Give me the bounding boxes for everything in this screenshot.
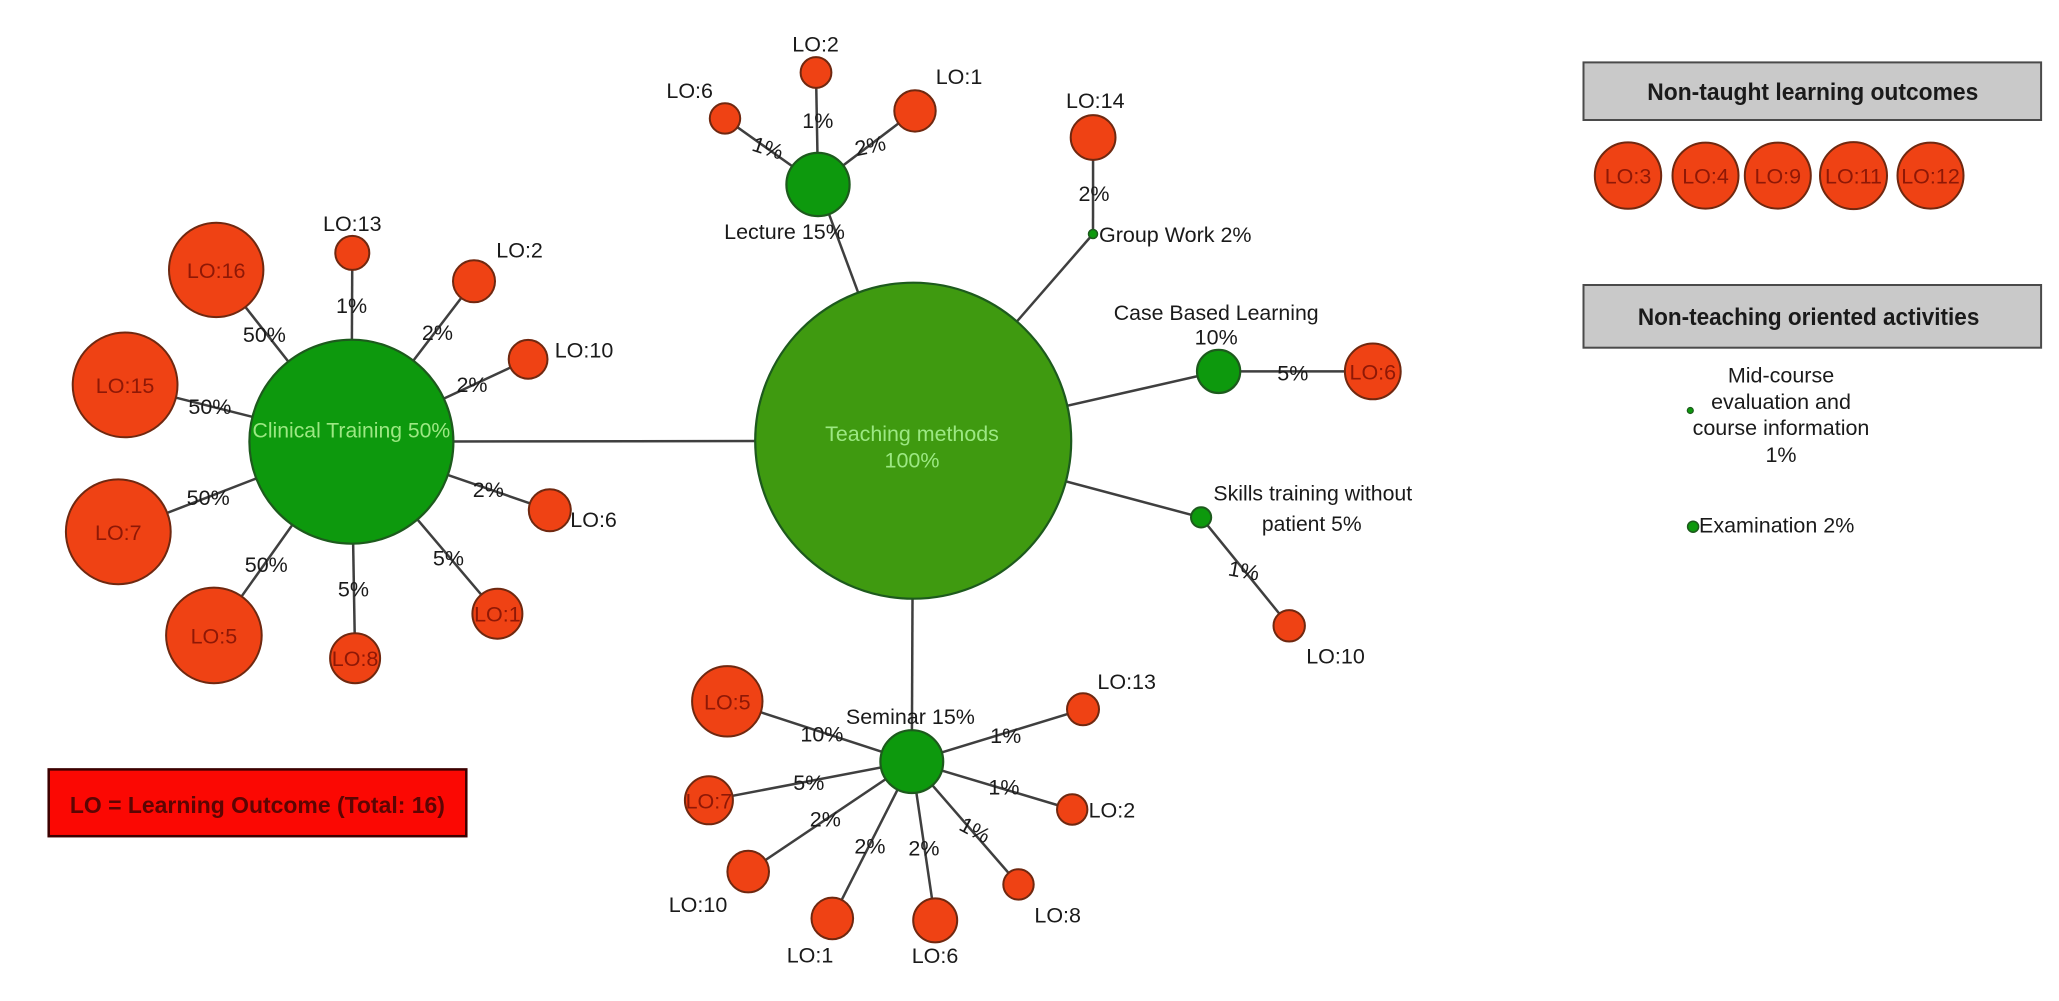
svg-text:Non-teaching oriented activiti: Non-teaching oriented activities <box>1638 304 1980 331</box>
svg-text:50%: 50% <box>187 486 230 510</box>
svg-text:5%: 5% <box>793 771 824 795</box>
svg-text:LO:13: LO:13 <box>323 212 382 236</box>
svg-text:50%: 50% <box>245 553 288 577</box>
svg-text:1%: 1% <box>336 294 367 318</box>
svg-text:1%: 1% <box>990 724 1021 748</box>
svg-text:Case Based Learning: Case Based Learning <box>1114 301 1319 325</box>
svg-text:1%: 1% <box>1226 557 1261 586</box>
svg-text:course information: course information <box>1693 416 1870 440</box>
svg-text:LO:15: LO:15 <box>96 374 155 398</box>
svg-text:Teaching methods: Teaching methods <box>825 422 999 446</box>
svg-text:2%: 2% <box>1078 182 1109 206</box>
svg-text:LO:2: LO:2 <box>496 239 543 263</box>
svg-text:LO:13: LO:13 <box>1097 670 1156 694</box>
svg-text:LO:14: LO:14 <box>1066 89 1125 113</box>
svg-text:Mid-course: Mid-course <box>1728 364 1834 388</box>
svg-text:LO:1: LO:1 <box>936 65 983 89</box>
svg-text:2%: 2% <box>908 837 939 861</box>
svg-text:LO:10: LO:10 <box>555 339 614 363</box>
svg-text:LO:7: LO:7 <box>686 789 733 813</box>
svg-text:LO:6: LO:6 <box>912 944 959 968</box>
svg-text:2%: 2% <box>810 808 841 832</box>
svg-text:LO:9: LO:9 <box>1754 165 1801 189</box>
svg-text:patient 5%: patient 5% <box>1262 512 1362 536</box>
svg-text:50%: 50% <box>188 395 231 419</box>
svg-text:evaluation and: evaluation and <box>1711 390 1851 414</box>
svg-text:LO:16: LO:16 <box>187 259 246 283</box>
svg-text:1%: 1% <box>802 109 833 133</box>
svg-text:LO:7: LO:7 <box>95 521 142 545</box>
svg-text:LO:6: LO:6 <box>666 79 713 103</box>
svg-text:100%: 100% <box>885 448 940 472</box>
svg-text:2%: 2% <box>854 835 885 859</box>
svg-text:Skills training without: Skills training without <box>1213 481 1412 505</box>
svg-text:1%: 1% <box>1765 443 1796 467</box>
svg-text:LO:8: LO:8 <box>332 647 379 671</box>
svg-text:LO:5: LO:5 <box>704 690 751 714</box>
svg-text:LO:6: LO:6 <box>1349 360 1396 384</box>
svg-text:Non-taught learning outcomes: Non-taught learning outcomes <box>1647 79 1978 106</box>
svg-text:LO:12: LO:12 <box>1901 165 1960 189</box>
svg-text:Examination 2%: Examination 2% <box>1699 514 1854 538</box>
svg-text:10%: 10% <box>800 722 843 746</box>
svg-text:LO:1: LO:1 <box>787 944 834 968</box>
svg-text:Group Work 2%: Group Work 2% <box>1099 223 1252 247</box>
svg-text:LO:2: LO:2 <box>792 33 839 57</box>
svg-text:50%: 50% <box>243 323 286 347</box>
svg-text:LO:1: LO:1 <box>474 603 521 627</box>
svg-text:LO:11: LO:11 <box>1825 165 1882 189</box>
svg-text:LO:10: LO:10 <box>1306 645 1365 669</box>
svg-text:2%: 2% <box>473 478 504 502</box>
svg-text:Clinical Training 50%: Clinical Training 50% <box>253 419 451 443</box>
svg-text:2%: 2% <box>422 321 453 345</box>
svg-text:LO = Learning Outcome (Total:: LO = Learning Outcome (Total: 16) <box>70 792 445 818</box>
svg-text:5%: 5% <box>338 578 369 602</box>
svg-text:Seminar 15%: Seminar 15% <box>846 705 975 729</box>
svg-text:LO:6: LO:6 <box>570 508 617 532</box>
svg-text:5%: 5% <box>433 546 464 570</box>
svg-text:2%: 2% <box>456 373 487 397</box>
svg-text:1%: 1% <box>988 775 1019 799</box>
svg-text:LO:3: LO:3 <box>1605 165 1652 189</box>
svg-text:5%: 5% <box>1277 362 1308 386</box>
svg-text:LO:8: LO:8 <box>1034 903 1081 927</box>
svg-text:LO:2: LO:2 <box>1089 799 1136 823</box>
svg-text:LO:4: LO:4 <box>1682 165 1729 189</box>
svg-text:10%: 10% <box>1195 326 1238 350</box>
svg-text:Lecture 15%: Lecture 15% <box>724 220 845 244</box>
svg-text:LO:10: LO:10 <box>669 893 728 917</box>
svg-text:LO:5: LO:5 <box>191 624 238 648</box>
